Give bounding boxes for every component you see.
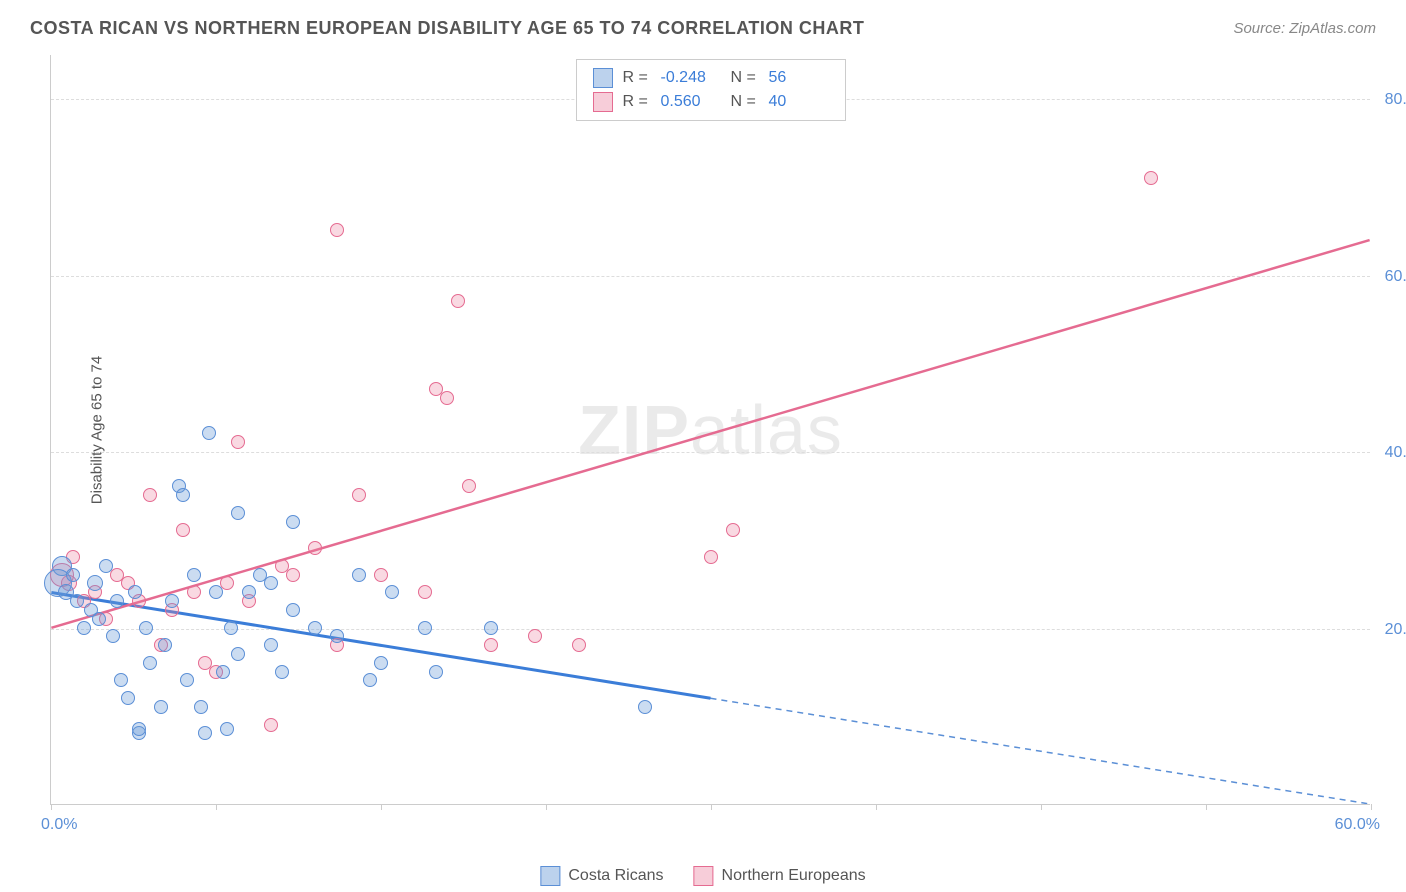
data-point bbox=[87, 575, 103, 591]
data-point bbox=[194, 700, 208, 714]
data-point bbox=[352, 488, 366, 502]
x-axis-end-label: 60.0% bbox=[1335, 816, 1380, 834]
data-point bbox=[176, 488, 190, 502]
data-point bbox=[726, 523, 740, 537]
data-point bbox=[106, 629, 120, 643]
data-point bbox=[187, 585, 201, 599]
data-point bbox=[418, 621, 432, 635]
data-point bbox=[110, 594, 124, 608]
data-point bbox=[139, 621, 153, 635]
y-tick-label: 80.0% bbox=[1385, 91, 1406, 109]
data-point bbox=[264, 638, 278, 652]
legend-item-northern-europeans: Northern Europeans bbox=[694, 866, 866, 886]
x-tick bbox=[711, 804, 712, 810]
gridline: 20.0% bbox=[51, 629, 1370, 630]
swatch-blue-icon bbox=[540, 866, 560, 886]
swatch-blue-icon bbox=[593, 68, 613, 88]
data-point bbox=[128, 585, 142, 599]
data-point bbox=[198, 726, 212, 740]
data-point bbox=[143, 656, 157, 670]
data-point bbox=[374, 656, 388, 670]
data-point bbox=[231, 506, 245, 520]
data-point bbox=[330, 629, 344, 643]
x-tick bbox=[381, 804, 382, 810]
data-point bbox=[572, 638, 586, 652]
data-point bbox=[440, 391, 454, 405]
data-point bbox=[308, 541, 322, 555]
data-point bbox=[429, 665, 443, 679]
data-point bbox=[132, 722, 146, 736]
data-point bbox=[286, 515, 300, 529]
data-point bbox=[286, 568, 300, 582]
data-point bbox=[114, 673, 128, 687]
data-point bbox=[264, 718, 278, 732]
y-tick-label: 40.0% bbox=[1385, 444, 1406, 462]
data-point bbox=[176, 523, 190, 537]
x-tick bbox=[546, 804, 547, 810]
data-point bbox=[158, 638, 172, 652]
data-point bbox=[216, 665, 230, 679]
gridline: 60.0% bbox=[51, 276, 1370, 277]
data-point bbox=[484, 638, 498, 652]
data-point bbox=[352, 568, 366, 582]
chart-title: COSTA RICAN VS NORTHERN EUROPEAN DISABIL… bbox=[30, 18, 864, 39]
data-point bbox=[70, 594, 84, 608]
data-point bbox=[231, 647, 245, 661]
x-tick bbox=[1371, 804, 1372, 810]
data-point bbox=[92, 612, 106, 626]
legend-series: Costa Ricans Northern Europeans bbox=[540, 866, 865, 886]
data-point bbox=[66, 568, 80, 582]
legend-correlation: R = -0.248 N = 56 R = 0.560 N = 40 bbox=[576, 59, 846, 121]
data-point bbox=[187, 568, 201, 582]
data-point bbox=[224, 621, 238, 635]
swatch-pink-icon bbox=[694, 866, 714, 886]
data-point bbox=[77, 621, 91, 635]
source-label: Source: ZipAtlas.com bbox=[1233, 20, 1376, 37]
data-point bbox=[528, 629, 542, 643]
x-tick bbox=[1206, 804, 1207, 810]
data-point bbox=[242, 585, 256, 599]
data-point bbox=[451, 294, 465, 308]
swatch-pink-icon bbox=[593, 92, 613, 112]
data-point bbox=[484, 621, 498, 635]
data-point bbox=[330, 223, 344, 237]
data-point bbox=[363, 673, 377, 687]
data-point bbox=[231, 435, 245, 449]
data-point bbox=[385, 585, 399, 599]
data-point bbox=[418, 585, 432, 599]
legend-row-blue: R = -0.248 N = 56 bbox=[593, 66, 829, 90]
x-axis-start-label: 0.0% bbox=[41, 816, 77, 834]
data-point bbox=[275, 665, 289, 679]
data-point bbox=[143, 488, 157, 502]
watermark: ZIPatlas bbox=[578, 390, 843, 470]
data-point bbox=[180, 673, 194, 687]
data-point bbox=[99, 559, 113, 573]
data-point bbox=[704, 550, 718, 564]
data-point bbox=[209, 585, 223, 599]
legend-item-costa-ricans: Costa Ricans bbox=[540, 866, 663, 886]
data-point bbox=[220, 722, 234, 736]
y-tick-label: 60.0% bbox=[1385, 268, 1406, 286]
data-point bbox=[638, 700, 652, 714]
legend-row-pink: R = 0.560 N = 40 bbox=[593, 90, 829, 114]
data-point bbox=[154, 700, 168, 714]
trend-lines bbox=[51, 55, 1370, 804]
y-axis-title: Disability Age 65 to 74 bbox=[89, 355, 106, 503]
data-point bbox=[308, 621, 322, 635]
x-tick bbox=[51, 804, 52, 810]
data-point bbox=[374, 568, 388, 582]
data-point bbox=[165, 594, 179, 608]
gridline: 40.0% bbox=[51, 452, 1370, 453]
y-tick-label: 20.0% bbox=[1385, 621, 1406, 639]
data-point bbox=[202, 426, 216, 440]
plot-area: Disability Age 65 to 74 ZIPatlas R = -0.… bbox=[50, 55, 1370, 805]
x-tick bbox=[216, 804, 217, 810]
x-tick bbox=[876, 804, 877, 810]
data-point bbox=[1144, 171, 1158, 185]
data-point bbox=[462, 479, 476, 493]
data-point bbox=[286, 603, 300, 617]
x-tick bbox=[1041, 804, 1042, 810]
data-point bbox=[264, 576, 278, 590]
data-point bbox=[121, 691, 135, 705]
